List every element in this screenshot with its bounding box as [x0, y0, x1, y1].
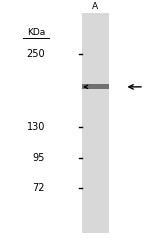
Bar: [82, 84, 109, 89]
Text: KDa: KDa: [27, 28, 45, 37]
Text: A: A: [92, 2, 98, 11]
Text: 130: 130: [27, 122, 45, 132]
Text: 250: 250: [26, 49, 45, 59]
Text: 72: 72: [33, 183, 45, 193]
Text: 95: 95: [33, 153, 45, 163]
Bar: [82, 13, 109, 233]
